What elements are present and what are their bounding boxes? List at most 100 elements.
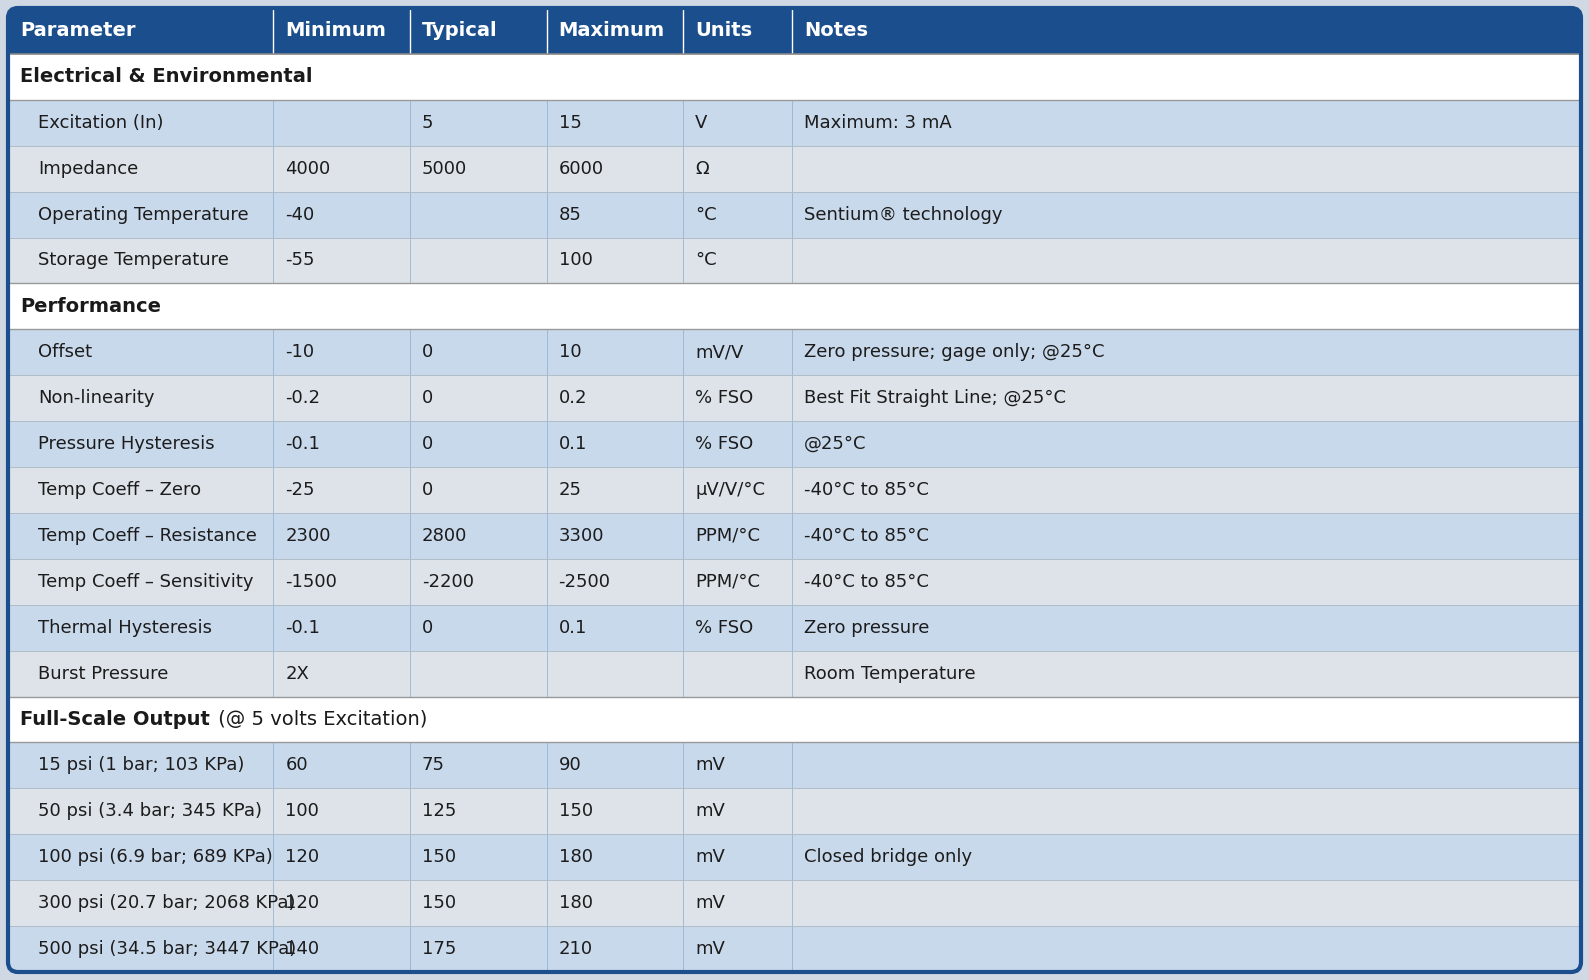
Text: 2800: 2800	[423, 527, 467, 545]
Text: Parameter: Parameter	[21, 22, 135, 40]
Text: mV/V: mV/V	[694, 343, 744, 362]
Bar	[8, 100, 1581, 146]
Text: 15: 15	[558, 114, 582, 131]
Text: Temp Coeff – Resistance: Temp Coeff – Resistance	[38, 527, 257, 545]
Bar	[8, 880, 1581, 926]
Text: 175: 175	[423, 940, 456, 958]
Text: mV: mV	[694, 757, 725, 774]
Text: -1500: -1500	[286, 572, 337, 591]
Text: 150: 150	[423, 849, 456, 866]
Text: 6000: 6000	[558, 160, 604, 177]
Bar	[8, 421, 1581, 467]
Text: 0.1: 0.1	[558, 435, 586, 453]
Text: 180: 180	[558, 849, 593, 866]
Text: -55: -55	[286, 252, 315, 270]
Text: Operating Temperature: Operating Temperature	[38, 206, 248, 223]
Text: Closed bridge only: Closed bridge only	[804, 849, 972, 866]
Bar	[8, 192, 1581, 237]
Text: -40: -40	[286, 206, 315, 223]
Text: Excitation (In): Excitation (In)	[38, 114, 164, 131]
Text: μV/V/°C: μV/V/°C	[694, 481, 766, 499]
Text: Maximum: 3 mA: Maximum: 3 mA	[804, 114, 952, 131]
Text: 0: 0	[423, 618, 434, 637]
Text: Ω: Ω	[694, 160, 709, 177]
Text: 150: 150	[558, 803, 593, 820]
Text: Performance: Performance	[21, 297, 160, 316]
Text: -0.2: -0.2	[286, 389, 321, 408]
FancyBboxPatch shape	[8, 8, 1581, 54]
Text: Electrical & Environmental: Electrical & Environmental	[21, 68, 313, 86]
Text: Best Fit Straight Line; @25°C: Best Fit Straight Line; @25°C	[804, 389, 1066, 408]
Text: 100 psi (6.9 bar; 689 KPa): 100 psi (6.9 bar; 689 KPa)	[38, 849, 273, 866]
Text: mV: mV	[694, 803, 725, 820]
Text: -2500: -2500	[558, 572, 610, 591]
Text: mV: mV	[694, 940, 725, 958]
Text: Temp Coeff – Zero: Temp Coeff – Zero	[38, 481, 202, 499]
Text: °C: °C	[694, 206, 717, 223]
Text: 0: 0	[423, 389, 434, 408]
Bar	[8, 697, 1581, 743]
Text: Storage Temperature: Storage Temperature	[38, 252, 229, 270]
Text: 100: 100	[286, 803, 319, 820]
Text: -2200: -2200	[423, 572, 474, 591]
Text: 3300: 3300	[558, 527, 604, 545]
Text: 180: 180	[558, 894, 593, 912]
Text: Sentium® technology: Sentium® technology	[804, 206, 1003, 223]
Text: 75: 75	[423, 757, 445, 774]
Text: PPM/°C: PPM/°C	[694, 572, 760, 591]
Text: PPM/°C: PPM/°C	[694, 527, 760, 545]
Text: Notes: Notes	[804, 22, 868, 40]
Bar	[8, 926, 1581, 972]
Text: 0.2: 0.2	[558, 389, 586, 408]
Bar	[8, 31, 1581, 54]
Text: V: V	[694, 114, 707, 131]
Bar	[8, 788, 1581, 834]
Text: 0: 0	[423, 343, 434, 362]
Text: 60: 60	[286, 757, 308, 774]
Text: mV: mV	[694, 894, 725, 912]
Bar	[8, 605, 1581, 651]
Text: -40°C to 85°C: -40°C to 85°C	[804, 572, 930, 591]
Text: 140: 140	[286, 940, 319, 958]
Text: % FSO: % FSO	[694, 435, 753, 453]
Bar	[8, 559, 1581, 605]
Bar	[8, 743, 1581, 788]
Text: (@ 5 volts Excitation): (@ 5 volts Excitation)	[211, 710, 427, 729]
Text: Typical: Typical	[423, 22, 497, 40]
Text: -40°C to 85°C: -40°C to 85°C	[804, 481, 930, 499]
Text: @25°C: @25°C	[804, 435, 866, 453]
Text: 120: 120	[286, 849, 319, 866]
Text: -10: -10	[286, 343, 315, 362]
Bar	[8, 375, 1581, 421]
Text: Thermal Hysteresis: Thermal Hysteresis	[38, 618, 211, 637]
Text: -40°C to 85°C: -40°C to 85°C	[804, 527, 930, 545]
Text: Burst Pressure: Burst Pressure	[38, 664, 168, 683]
Text: 25: 25	[558, 481, 582, 499]
Text: 100: 100	[558, 252, 593, 270]
Text: 0: 0	[423, 435, 434, 453]
Text: Zero pressure: Zero pressure	[804, 618, 930, 637]
Text: % FSO: % FSO	[694, 389, 753, 408]
Bar	[8, 54, 1581, 100]
Text: 85: 85	[558, 206, 582, 223]
Text: 125: 125	[423, 803, 456, 820]
Text: 0.1: 0.1	[558, 618, 586, 637]
Text: Offset: Offset	[38, 343, 92, 362]
Text: Units: Units	[694, 22, 752, 40]
Bar	[8, 237, 1581, 283]
Text: 210: 210	[558, 940, 593, 958]
Text: 2300: 2300	[286, 527, 331, 545]
Bar	[8, 146, 1581, 192]
Text: Pressure Hysteresis: Pressure Hysteresis	[38, 435, 215, 453]
Text: Minimum: Minimum	[286, 22, 386, 40]
Text: 50 psi (3.4 bar; 345 KPa): 50 psi (3.4 bar; 345 KPa)	[38, 803, 262, 820]
Bar	[8, 329, 1581, 375]
Bar	[8, 467, 1581, 513]
Text: % FSO: % FSO	[694, 618, 753, 637]
Text: 10: 10	[558, 343, 582, 362]
Text: Maximum: Maximum	[558, 22, 664, 40]
Text: 120: 120	[286, 894, 319, 912]
Bar	[8, 283, 1581, 329]
FancyBboxPatch shape	[8, 8, 1581, 972]
Text: Room Temperature: Room Temperature	[804, 664, 976, 683]
